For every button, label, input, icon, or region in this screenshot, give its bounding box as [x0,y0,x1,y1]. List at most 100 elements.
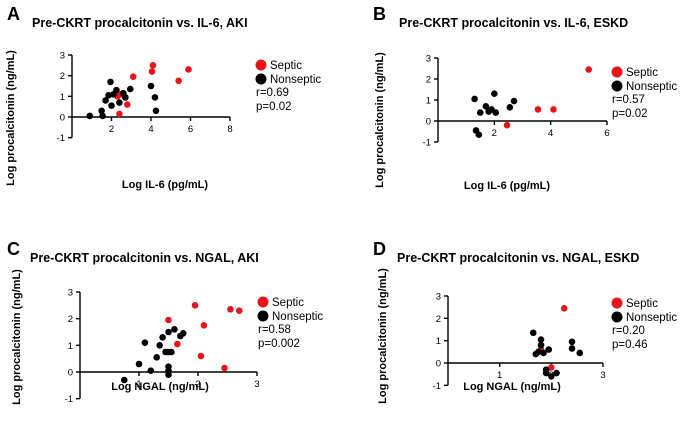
panel-c-legend-label-nonseptic: Nonseptic [272,311,323,323]
panel-b-legend-label-septic: Septic [626,67,658,79]
panel-d-legend-marker-nonseptic [611,311,623,323]
panel-d-y-tick-label: 3 [436,292,441,303]
panel-b-legend-marker-septic [611,66,623,78]
panel-c-nonseptic-point [141,339,149,346]
panel-c-nonseptic-point [153,354,160,361]
panel-b-stat-1: p=0.02 [612,108,648,120]
panel-c-stat-1: p=0.002 [258,338,300,350]
panel-d-nonseptic-point [553,369,560,377]
panel-a-x-tick-label: 2 [109,124,114,135]
panel-b-nonseptic-point [471,95,478,103]
panel-d-legend-label-nonseptic: Nonseptic [626,312,677,324]
panel-a-nonseptic-point [151,94,159,101]
panel-a-nonseptic-point [107,78,114,86]
panel-c-septic-point [165,316,172,324]
panel-c-septic-point [221,364,228,372]
panel-a-letter: A [7,4,20,24]
panel-a-septic-point [129,73,137,80]
panel-b-letter: B [373,4,386,24]
panel-a-nonseptic-point [86,112,94,120]
panel-b-y-tick-label: 0 [426,117,431,128]
panel-a-x-tick-label: 4 [148,124,153,135]
panel-a-y-tick-label: 0 [60,113,65,124]
panel-c-x-tick-label: 2 [195,379,200,390]
panel-c-nonseptic-point [165,363,172,370]
panel-c-septic-point [236,307,243,314]
panel-d-stat-1: p=0.46 [612,339,648,351]
panel-a-nonseptic-point [122,94,129,101]
panel-d-x-tick-label: 3 [600,370,605,381]
panel-d-nonseptic-point [535,348,542,356]
panel-a-stat-1: p=0.02 [256,101,292,113]
panel-c-stat-0: r=0.58 [258,324,291,336]
panel-a-x-tick-label: 6 [188,124,193,135]
panel-b-nonseptic-point [510,97,518,105]
panel-d-nonseptic-point [548,373,555,380]
panel-b-y-axis-label: Log procalcitonin (ng/mL) [374,52,386,188]
panel-a-x-tick-label: 8 [227,124,232,135]
panel-d-nonseptic-point [568,345,576,352]
panel-a-legend-label-nonseptic: Nonseptic [270,74,321,86]
panel-c-letter: C [7,239,20,259]
panel-d-nonseptic-point [537,336,545,343]
panel-b-nonseptic-point [475,131,483,138]
panel-d-legend-label-septic: Septic [626,298,658,310]
panel-c-title: Pre-CKRT procalcitonin vs. NGAL, AKI [30,251,259,265]
panel-c-y-tick-label: 3 [68,288,73,299]
panel-b-x-axis-label: Log IL-6 (pg/mL) [464,180,550,192]
panel-d-septic-point [560,304,568,312]
panel-b-legend-marker-nonseptic [611,80,623,92]
panel-c-septic-point [200,322,208,329]
panel-b-legend-label-nonseptic: Nonseptic [626,81,677,93]
panel-b-x-tick-label: 4 [548,128,553,139]
panel-c-y-axis-label: Log procalcitonin (ng/mL) [11,269,23,405]
panel-d-legend-marker-septic [611,297,623,309]
panel-a-nonseptic-point [147,82,155,90]
panel-b-nonseptic-point [482,103,490,110]
panel-c-septic-point [191,302,199,309]
panel-d-x-tick-label: 1 [497,370,502,381]
panel-b-title: Pre-CKRT procalcitonin vs. IL-6, ESKD [399,16,628,30]
panel-c-y-tick-label: 2 [68,314,73,325]
panel-d-nonseptic-point [537,341,545,349]
panel-d-y-tick-label: 1 [436,336,441,347]
panel-c-x-tick-label: 3 [254,379,259,390]
panel-b-x-tick-label: 2 [492,128,497,139]
panel-c-nonseptic-point [135,360,143,368]
panel-a-nonseptic-point [116,99,123,106]
panel-c-y-tick-label: -1 [65,394,73,405]
panel-a-nonseptic-point [113,86,120,94]
panel-a-septic-point [185,66,192,73]
panel-c-nonseptic-point [165,371,172,378]
panel-b-y-tick-label: 1 [426,96,431,107]
panel-a-stat-0: r=0.69 [256,87,289,99]
panel-c-nonseptic-point [159,334,166,341]
panel-d-x-axis-label: Log NGAL (ng/mL) [463,381,561,393]
panel-a-legend-label-septic: Septic [270,60,302,72]
panel-d-nonseptic-point [568,338,576,346]
panel-a-nonseptic-point [126,85,134,93]
panel-c-nonseptic-point [147,367,155,374]
panel-a-septic-point [124,101,131,108]
panel-c-septic-point [197,352,205,360]
panel-d-y-tick-label: 0 [436,359,441,370]
panel-c-nonseptic-point [165,328,172,336]
panel-c-y-tick-label: 1 [68,341,73,352]
panel-c-septic-point [227,306,234,313]
panel-c-legend-marker-septic [257,296,269,308]
panel-c-x-axis-label: Log NGAL (ng/mL) [111,381,209,393]
panel-d-y-tick-label: 2 [436,314,441,325]
panel-a-nonseptic-point [98,107,105,115]
panel-d-y-tick-label: -1 [433,381,441,392]
panel-c-x-tick-label: 1 [136,379,141,390]
panel-a-nonseptic-point [99,112,106,120]
panel-a-septic-point [175,77,182,85]
panel-a-septic-point [149,62,157,69]
panel-a-x-axis-label: Log IL-6 (pg/mL) [122,179,208,191]
panel-d-nonseptic-point [542,369,550,377]
panel-a-nonseptic-point [102,97,109,104]
panel-d-nonseptic-point [545,346,553,353]
panel-a-y-axis-label: Log procalcitonin (ng/mL) [5,50,17,186]
panel-d-nonseptic-point [540,349,547,357]
